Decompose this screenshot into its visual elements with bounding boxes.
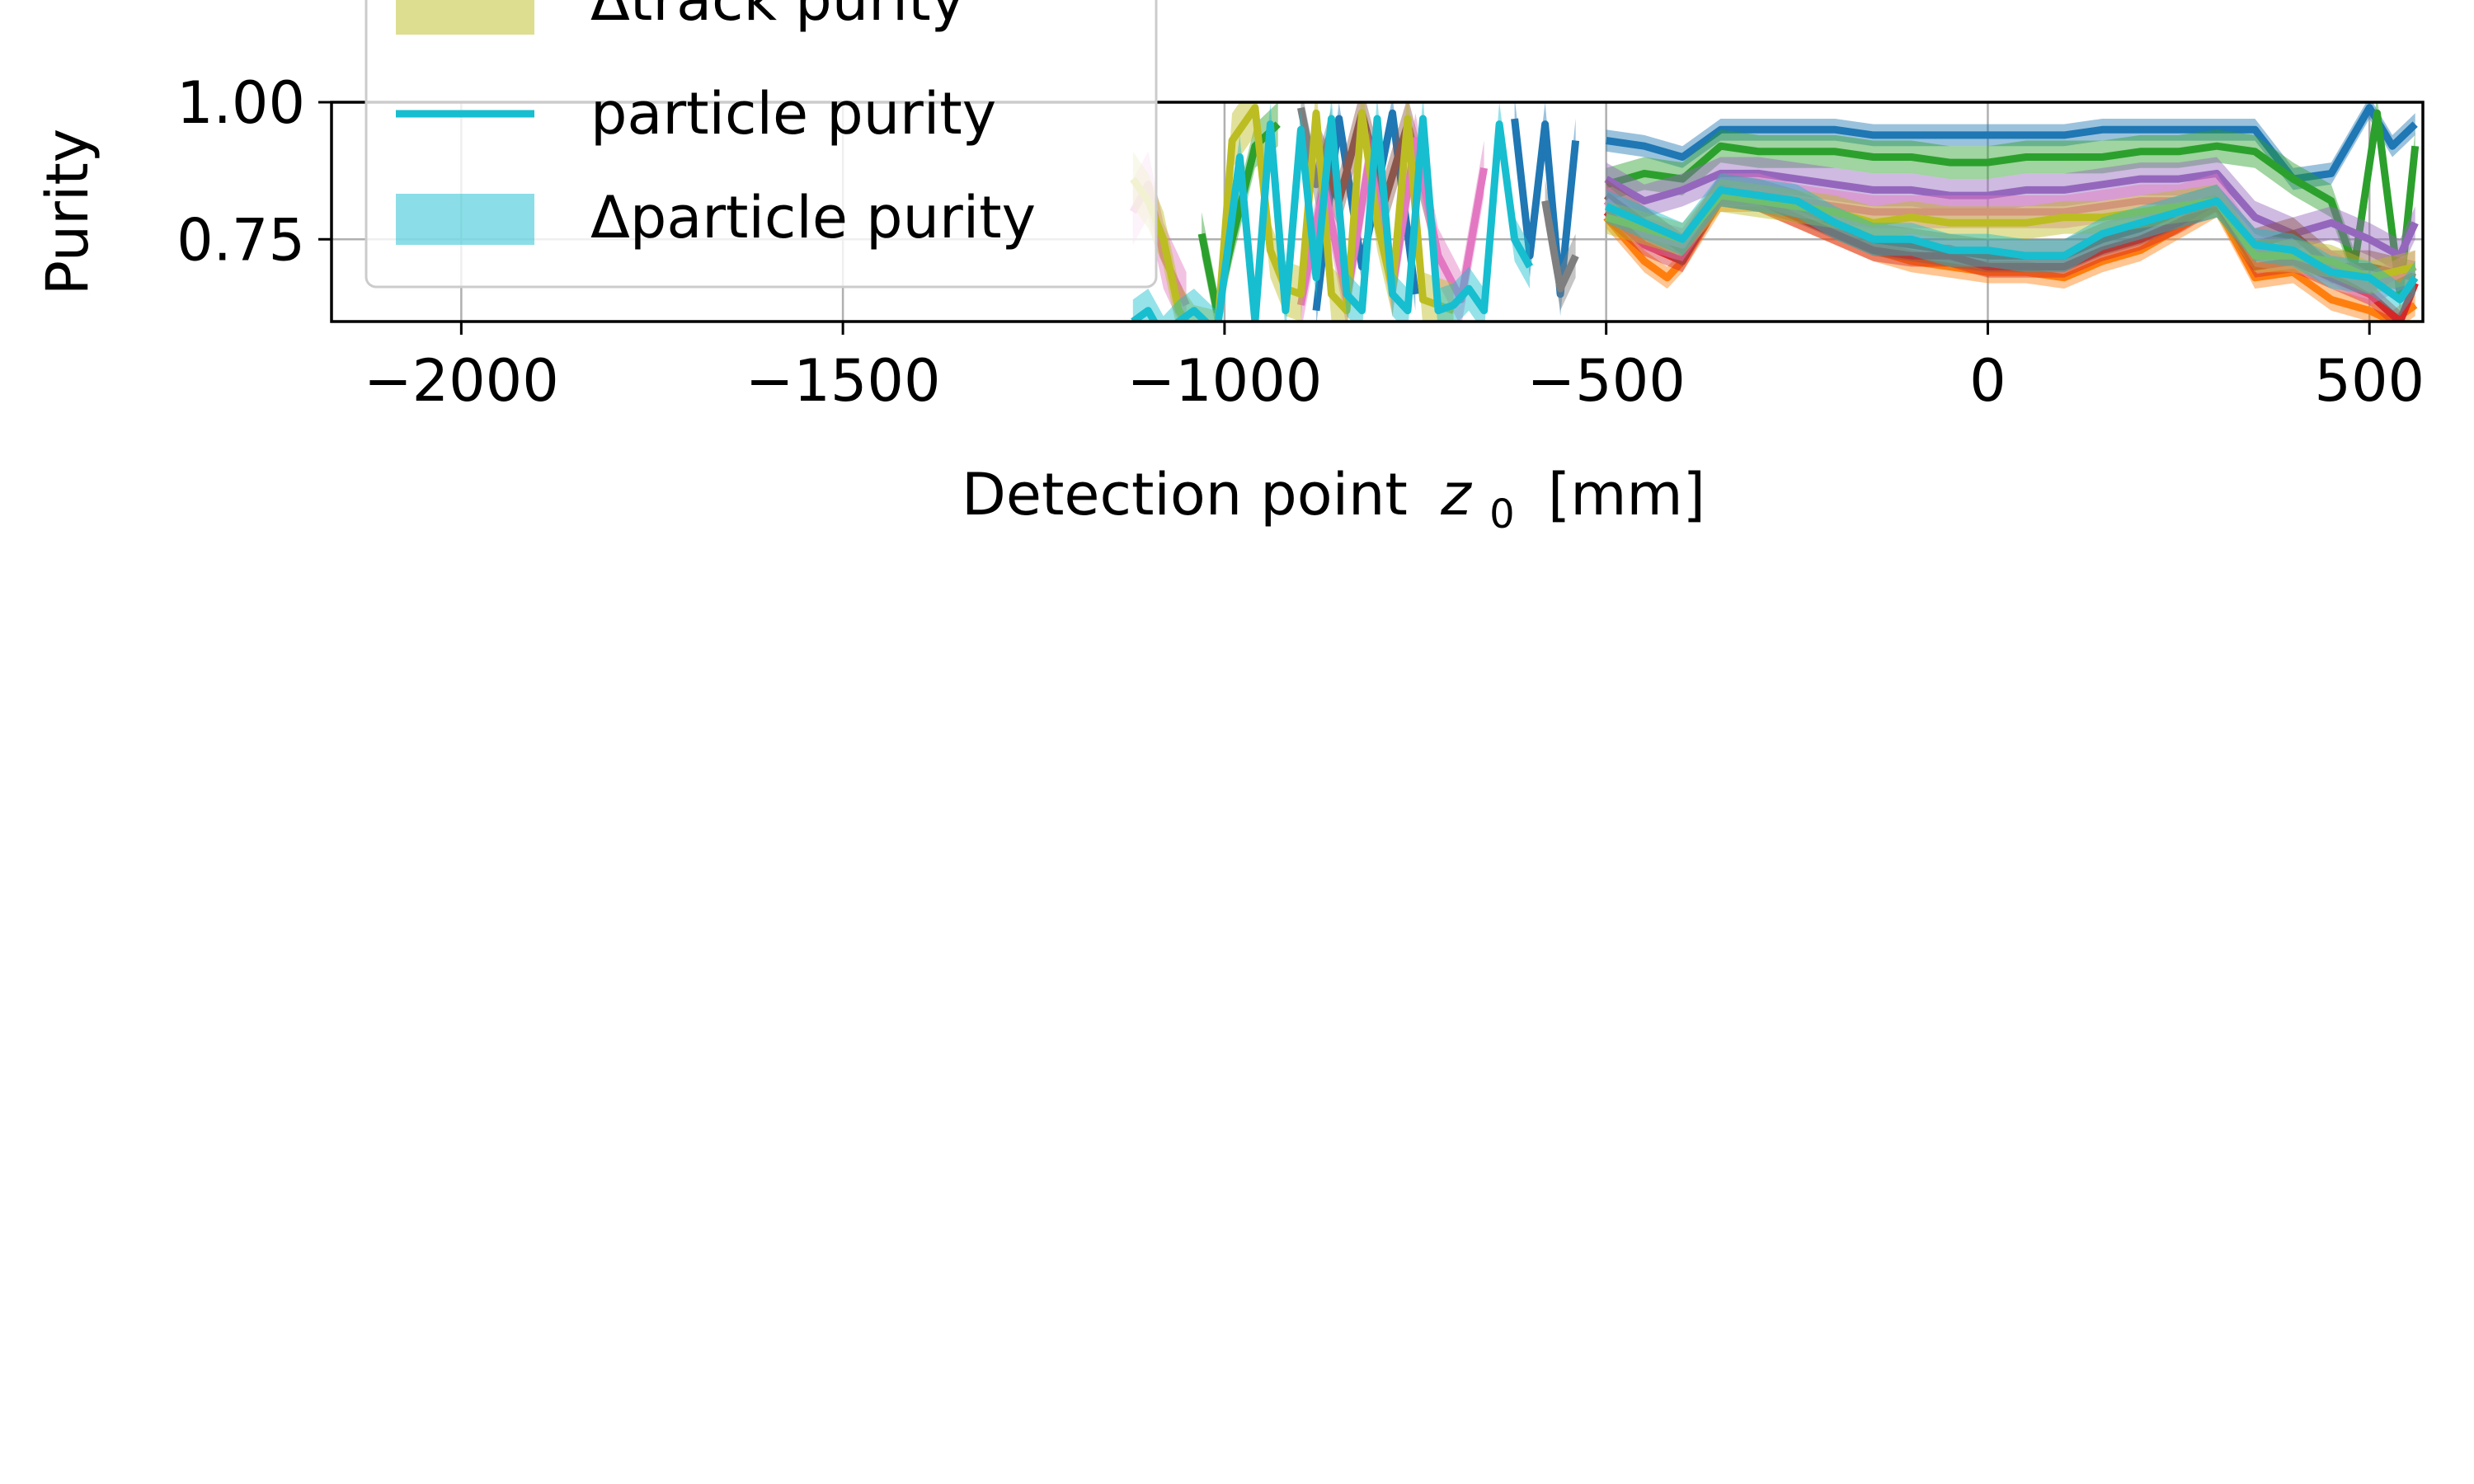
- axis-ticks: −2000 −1500 −1000 −500 0 500 1.00 0.75: [176, 69, 2425, 415]
- series-uncertainty-band: [1606, 157, 2415, 273]
- series-line: [1606, 104, 2418, 183]
- series-line: [1605, 109, 2420, 298]
- series-line: [1605, 191, 2416, 282]
- series-line: [1511, 118, 1580, 298]
- legend: Δtrack purity particle purity Δparticle …: [365, 0, 1158, 289]
- plot-frame: [330, 101, 2425, 323]
- x-tick-label: −1000: [1126, 347, 1322, 415]
- y-tick-label: 0.75: [176, 206, 305, 274]
- y-tick-label: 1.00: [176, 69, 305, 137]
- legend-label-track-purity-band: Δtrack purity: [590, 0, 965, 34]
- x-tick-label: 500: [2314, 347, 2425, 415]
- legend-swatch-particle-purity-band: [396, 194, 534, 245]
- x-tick-label: −500: [1527, 347, 1686, 415]
- legend-label-particle-purity-band: Δparticle purity: [590, 184, 1036, 251]
- series-line: [1604, 186, 2419, 303]
- data-series: [1129, 102, 2420, 322]
- series-line: [1541, 200, 1579, 293]
- x-axis-label-text: Detection point: [962, 461, 1408, 528]
- legend-label-particle-purity: particle purity: [590, 80, 996, 148]
- x-axis-label: Detection point z 0 [mm]: [962, 461, 1705, 542]
- x-axis-label-unit: [mm]: [1548, 461, 1705, 528]
- legend-swatch-track-purity-band: [396, 0, 534, 35]
- x-axis-label-math: z: [1440, 461, 1473, 528]
- series-line: [1604, 169, 2419, 260]
- series-uncertainty-band: [1606, 102, 2415, 190]
- y-axis-label: Purity: [34, 129, 101, 295]
- x-tick-label: −2000: [364, 347, 559, 415]
- series-group: [1131, 102, 2419, 322]
- series-group: [1604, 157, 2419, 273]
- x-tick-label: 0: [1969, 347, 2006, 415]
- legend-frame: [365, 0, 1158, 289]
- x-tick-label: −1500: [745, 347, 941, 415]
- x-axis-label-subscript: 0: [1489, 491, 1515, 538]
- series-line: [1131, 115, 1534, 322]
